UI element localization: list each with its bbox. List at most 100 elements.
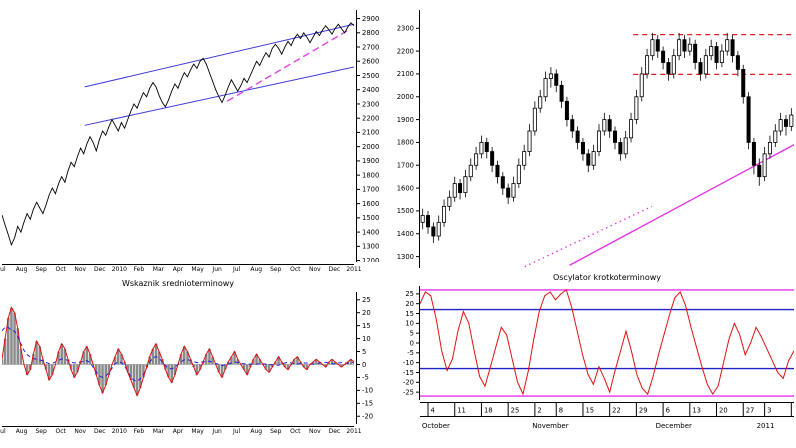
svg-text:-10: -10	[362, 387, 373, 395]
x-axis-label: Jun	[212, 428, 222, 435]
x-axis-label: Mar	[152, 428, 165, 435]
svg-text:25: 25	[405, 290, 414, 298]
svg-text:25: 25	[362, 296, 371, 304]
right-oscillator-yaxis: 25 20 15 105 0 -5 -10 -15 -20-25	[403, 286, 420, 400]
x-axis-label: Nov	[74, 428, 87, 435]
x-axis-label: May	[191, 266, 204, 273]
svg-text:25: 25	[511, 407, 520, 415]
svg-text:2100: 2100	[362, 129, 379, 137]
svg-text:-5: -5	[407, 349, 414, 357]
svg-text:2400: 2400	[362, 86, 379, 94]
x-axis-label: Oct	[290, 428, 301, 435]
x-axis-label: Feb	[133, 428, 145, 435]
svg-text:1300: 1300	[397, 253, 414, 261]
svg-text:5: 5	[362, 348, 366, 356]
svg-text:2200: 2200	[397, 47, 414, 55]
right-oscillator-title: Oscylator krotkoterminowy	[552, 273, 662, 282]
x-axis-label: Nov	[74, 266, 87, 273]
x-axis-label: 2011	[346, 266, 362, 273]
svg-text:2900: 2900	[362, 15, 379, 23]
svg-text:2: 2	[537, 407, 541, 415]
svg-text:29: 29	[639, 407, 648, 415]
svg-text:0: 0	[362, 361, 366, 369]
x-axis-label: Aug	[250, 266, 263, 273]
x-axis-label: Feb	[133, 266, 145, 273]
svg-text:1500: 1500	[397, 207, 414, 215]
svg-text:10: 10	[405, 320, 414, 328]
x-axis-label: Jul	[233, 428, 241, 435]
svg-text:-20: -20	[362, 413, 373, 421]
svg-text:27: 27	[746, 407, 755, 415]
x-axis-label: Apr	[172, 266, 184, 273]
svg-text:15: 15	[585, 407, 594, 415]
svg-text:-20: -20	[403, 379, 414, 387]
right-candlestick-chart	[420, 32, 794, 268]
svg-text:2300: 2300	[397, 25, 414, 33]
svg-text:1700: 1700	[362, 186, 379, 194]
svg-text:1900: 1900	[362, 157, 379, 165]
svg-text:1200: 1200	[362, 257, 379, 262]
svg-text:-15: -15	[403, 369, 414, 377]
svg-text:15: 15	[362, 322, 371, 330]
left-price-yaxis: 2900 2800 2700 2600 2500 2400 2300 2200 2100 2000…	[356, 10, 379, 262]
month-label: October	[421, 422, 450, 430]
x-axis-label: Nov	[309, 266, 321, 273]
svg-text:2800: 2800	[362, 29, 379, 37]
svg-text:1600: 1600	[362, 200, 379, 208]
svg-text:20: 20	[362, 309, 371, 317]
left-oscillator-xaxis: Jul Aug Sep Oct Nov Dec 2010 Feb Mar Apr May Jun Jul…	[0, 426, 362, 436]
svg-text:1400: 1400	[362, 228, 379, 236]
svg-text:0: 0	[410, 339, 414, 347]
svg-text:1500: 1500	[362, 214, 379, 222]
x-axis-label: Oct	[55, 428, 66, 435]
x-axis-label: Oct	[290, 266, 301, 273]
svg-text:-25: -25	[403, 388, 414, 396]
month-label: December	[655, 422, 692, 430]
x-axis-label: Jul	[233, 266, 241, 273]
svg-text:2100: 2100	[397, 70, 414, 78]
left-price-chart	[2, 22, 354, 247]
svg-text:15: 15	[405, 310, 414, 318]
svg-text:18: 18	[484, 407, 493, 415]
svg-text:11: 11	[457, 407, 466, 415]
svg-text:13: 13	[692, 407, 701, 415]
svg-text:3: 3	[767, 407, 771, 415]
svg-text:20: 20	[719, 407, 728, 415]
svg-text:22: 22	[612, 407, 621, 415]
x-axis-label: Sep	[35, 428, 47, 435]
x-axis-label: May	[191, 428, 204, 435]
svg-text:-10: -10	[403, 359, 414, 367]
month-label: 2011	[756, 422, 775, 430]
x-axis-label: Aug	[15, 266, 28, 273]
left-oscillator-chart	[2, 306, 354, 397]
x-axis-label: Aug	[15, 428, 28, 435]
svg-text:-5: -5	[362, 374, 369, 382]
x-axis-label: Jul	[0, 266, 6, 273]
x-axis-label: 2010	[111, 428, 127, 435]
x-axis-label: Dec	[93, 428, 106, 435]
x-axis-label: 2010	[111, 266, 127, 273]
left-oscillator-yaxis: 25 20 15 10 5 0 -5 -10 -15 -20	[356, 292, 373, 424]
right-xaxis-months: October November December 2011	[420, 422, 794, 434]
left-oscillator-title: Wskaznik srednioterminowy	[121, 279, 235, 288]
x-axis-label: Jul	[0, 428, 6, 435]
svg-text:10: 10	[362, 335, 371, 343]
svg-text:1700: 1700	[397, 162, 414, 170]
x-axis-label: Sep	[270, 266, 282, 273]
x-axis-label: Sep	[270, 428, 282, 435]
svg-text:2500: 2500	[362, 72, 379, 80]
svg-text:4: 4	[431, 407, 435, 415]
x-axis-label: Oct	[55, 266, 66, 273]
x-axis-label: Apr	[172, 428, 184, 435]
x-axis-label: Aug	[250, 428, 263, 435]
right-xaxis-ruler: 4111825281522296132027310	[420, 402, 794, 417]
x-axis-label: Nov	[309, 428, 321, 435]
svg-text:2300: 2300	[362, 100, 379, 108]
svg-text:1900: 1900	[397, 116, 414, 124]
right-price-yaxis: 2300 2200 2100 2000 1900 1800 1700 1600 1500 1400…	[397, 10, 420, 268]
svg-text:2700: 2700	[362, 43, 379, 51]
x-axis-label: 2011	[346, 428, 362, 435]
x-axis-label: Dec	[328, 266, 341, 273]
x-axis-label: Dec	[93, 266, 106, 273]
